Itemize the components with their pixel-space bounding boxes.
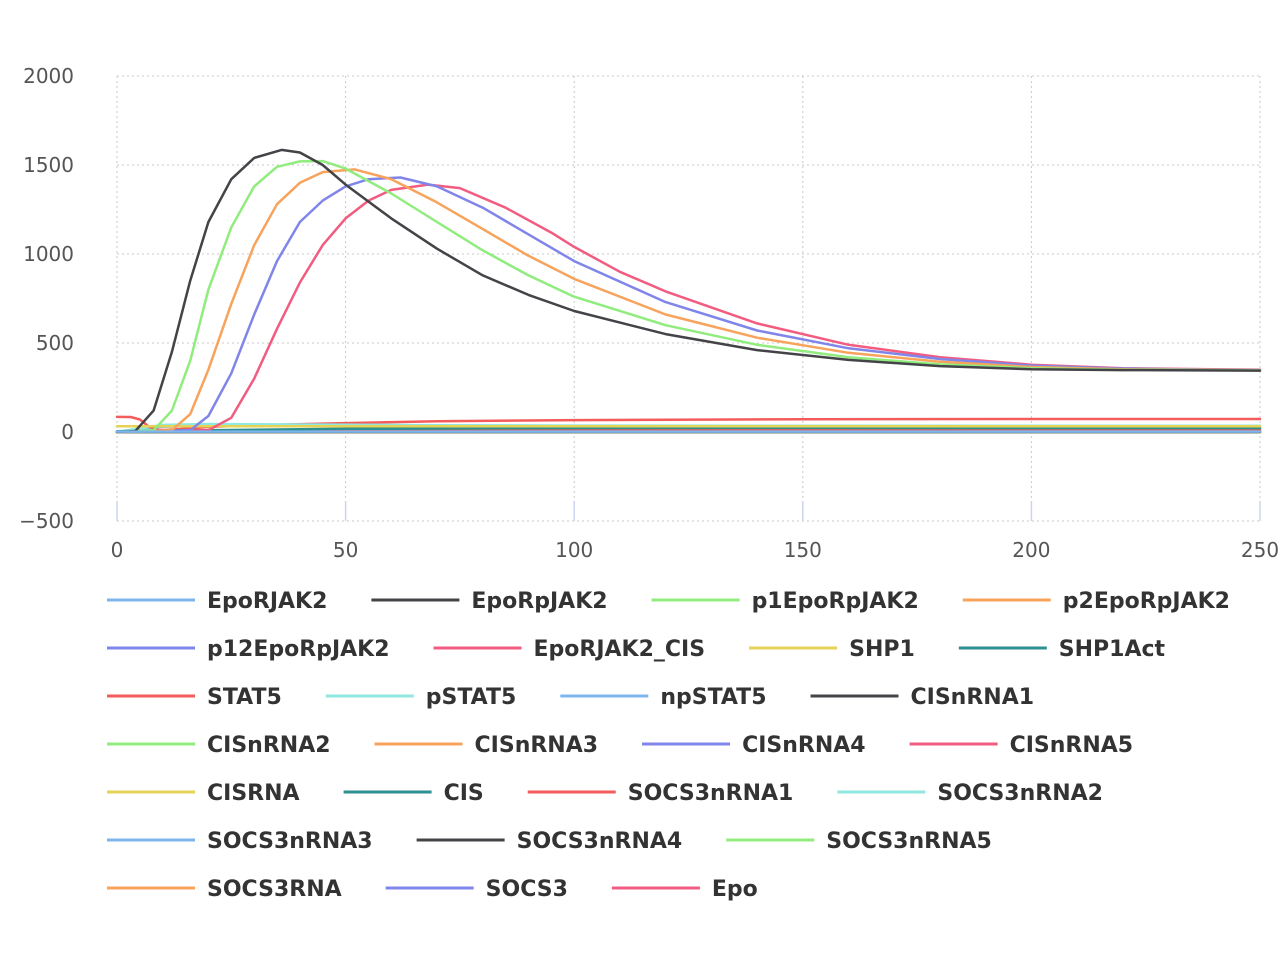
- legend-item[interactable]: SOCS3nRNA1: [527, 781, 794, 806]
- legend-label: pSTAT5: [426, 685, 517, 710]
- legend-label: SOCS3nRNA3: [207, 829, 373, 854]
- y-tick-label: −500: [19, 509, 74, 533]
- legend-label: CISRNA: [207, 781, 300, 806]
- legend-label: p2EpoRpJAK2: [1063, 589, 1230, 614]
- legend-label: CISnRNA2: [207, 733, 331, 758]
- x-tick-label: 50: [333, 538, 358, 562]
- legend-label: npSTAT5: [660, 685, 766, 710]
- legend-item[interactable]: SOCS3nRNA2: [837, 781, 1103, 806]
- legend-item[interactable]: SOCS3nRNA5: [726, 829, 992, 854]
- series-line-SOCS3nRNA1: [115, 417, 1262, 434]
- series-line-p2EpoRpJAK2: [115, 168, 1262, 434]
- legend-label: SOCS3nRNA4: [517, 829, 683, 854]
- x-tick-label: 0: [111, 538, 124, 562]
- legend-label: p1EpoRpJAK2: [752, 589, 919, 614]
- x-tick-label: 150: [784, 538, 822, 562]
- legend-item[interactable]: CIS: [343, 781, 484, 806]
- legend-label: EpoRJAK2: [207, 589, 327, 614]
- legend-item[interactable]: npSTAT5: [560, 685, 767, 710]
- legend-label: EpoRpJAK2: [471, 589, 607, 614]
- legend-item[interactable]: CISRNA: [107, 781, 300, 806]
- y-tick-label: 2000: [23, 64, 74, 88]
- legend-label: Epo: [712, 877, 758, 902]
- x-tick-label: 200: [1012, 538, 1050, 562]
- legend-label: STAT5: [207, 685, 282, 710]
- y-tick-label: 1500: [23, 153, 74, 177]
- series-line-EpoRpJAK2: [115, 148, 1262, 434]
- legend-item[interactable]: CISnRNA4: [642, 733, 866, 758]
- y-axis-ticks: −500 0 500 1000 1500 2000: [19, 64, 74, 533]
- legend-label: CIS: [444, 781, 484, 806]
- legend-label: CISnRNA4: [742, 733, 866, 758]
- x-tick-label: 250: [1241, 538, 1279, 562]
- legend-item[interactable]: EpoRJAK2_CIS: [433, 637, 706, 662]
- legend-label: SHP1: [849, 637, 915, 662]
- legend-label: SOCS3nRNA5: [826, 829, 992, 854]
- legend-label: CISnRNA1: [911, 685, 1035, 710]
- legend-item[interactable]: SHP1Act: [958, 637, 1166, 662]
- legend-item[interactable]: EpoRpJAK2: [371, 589, 608, 614]
- legend-label: p12EpoRpJAK2: [207, 637, 390, 662]
- series-line-p12EpoRpJAK2: [115, 176, 1262, 434]
- x-tick-label: 100: [555, 538, 593, 562]
- x-axis-ticks: 0 50 100 150 200 250: [111, 538, 1279, 562]
- legend-item[interactable]: CISnRNA3: [374, 733, 599, 758]
- legend-item[interactable]: Epo: [611, 877, 758, 902]
- legend-item[interactable]: SOCS3RNA: [107, 877, 342, 902]
- legend-item[interactable]: SOCS3nRNA3: [107, 829, 373, 854]
- legend-item[interactable]: SOCS3: [385, 877, 568, 902]
- legend-label: SOCS3nRNA2: [937, 781, 1103, 806]
- legend-item[interactable]: p12EpoRpJAK2: [107, 637, 390, 662]
- legend-item[interactable]: p2EpoRpJAK2: [962, 589, 1230, 614]
- legend-item[interactable]: CISnRNA5: [909, 733, 1134, 758]
- legend-label: CISnRNA5: [1010, 733, 1134, 758]
- legend-label: SOCS3: [486, 877, 568, 902]
- y-tick-label: 500: [36, 331, 74, 355]
- legend-label: CISnRNA3: [475, 733, 599, 758]
- legend-item[interactable]: pSTAT5: [325, 685, 517, 710]
- legend[interactable]: EpoRJAK2 EpoRpJAK2 p1EpoRpJAK2 p2EpoRpJAK2 p…: [107, 589, 1230, 902]
- legend-label: SOCS3nRNA1: [628, 781, 794, 806]
- legend-label: SHP1Act: [1059, 637, 1166, 662]
- y-tick-label: 1000: [23, 242, 74, 266]
- legend-item[interactable]: EpoRJAK2: [107, 589, 327, 614]
- legend-item[interactable]: SHP1: [749, 637, 915, 662]
- legend-label: SOCS3RNA: [207, 877, 342, 902]
- legend-item[interactable]: p1EpoRpJAK2: [651, 589, 919, 614]
- legend-item[interactable]: SOCS3nRNA4: [416, 829, 683, 854]
- legend-item[interactable]: CISnRNA2: [107, 733, 331, 758]
- series-line-EpoRJAK2_CIS: [115, 183, 1262, 434]
- legend-item[interactable]: CISnRNA1: [810, 685, 1035, 710]
- y-tick-label: 0: [61, 420, 74, 444]
- legend-label: EpoRJAK2_CIS: [534, 637, 706, 662]
- series-lines: [115, 148, 1262, 434]
- series-line-p1EpoRpJAK2: [115, 159, 1262, 434]
- legend-item[interactable]: STAT5: [107, 685, 282, 710]
